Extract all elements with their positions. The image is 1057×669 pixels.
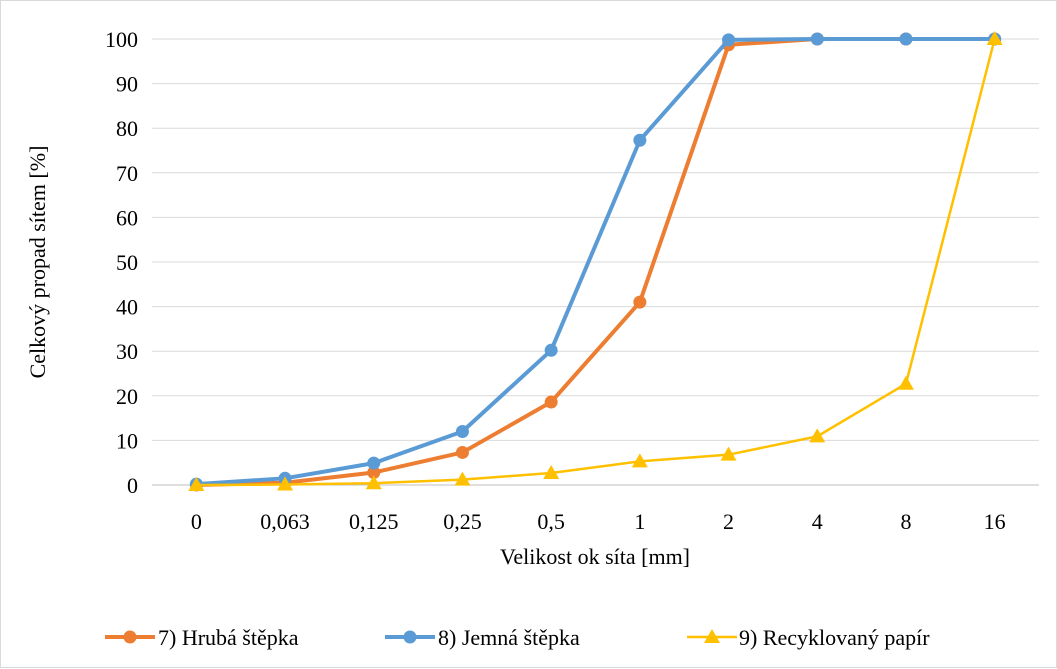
data-point bbox=[899, 32, 913, 46]
series-group bbox=[188, 31, 1003, 492]
data-point bbox=[543, 464, 560, 479]
x-tick-label: 1 bbox=[634, 509, 645, 534]
legend: 7) Hrubá štěpka 8) Jemná štěpka 9) Recyklo… bbox=[105, 625, 930, 650]
data-point bbox=[633, 295, 647, 309]
legend-marker bbox=[403, 630, 417, 644]
x-tick-labels: 0 0,063 0,125 0,25 0,5 1 2 4 8 16 bbox=[191, 509, 1006, 534]
data-point bbox=[810, 32, 824, 46]
y-tick-label: 70 bbox=[116, 161, 138, 186]
data-point bbox=[367, 466, 381, 480]
x-tick-label: 0,063 bbox=[260, 509, 310, 534]
data-point bbox=[277, 476, 294, 491]
y-tick-label: 100 bbox=[105, 27, 138, 52]
legend-label: 7) Hrubá štěpka bbox=[158, 625, 299, 650]
data-point bbox=[544, 343, 558, 357]
data-point bbox=[544, 395, 558, 409]
y-tick-label: 10 bbox=[116, 428, 138, 453]
y-tick-label: 60 bbox=[116, 205, 138, 230]
x-tick-label: 8 bbox=[900, 509, 911, 534]
y-axis-title: Celkový propad sítem [%] bbox=[25, 146, 50, 379]
legend-marker bbox=[123, 630, 137, 644]
x-tick-label: 4 bbox=[812, 509, 823, 534]
x-tick-label: 0,125 bbox=[349, 509, 399, 534]
y-tick-label: 80 bbox=[116, 116, 138, 141]
data-point bbox=[367, 456, 381, 470]
y-tick-label: 50 bbox=[116, 250, 138, 275]
x-tick-label: 0,25 bbox=[443, 509, 482, 534]
x-tick-label: 0,5 bbox=[537, 509, 565, 534]
y-tick-label: 30 bbox=[116, 339, 138, 364]
y-tick-label: 0 bbox=[127, 473, 138, 498]
data-point bbox=[631, 453, 648, 468]
legend-label: 8) Jemná štěpka bbox=[438, 625, 580, 650]
series-line bbox=[196, 37, 995, 487]
legend-marker bbox=[704, 629, 720, 643]
y-tick-labels: 0 10 20 30 40 50 60 70 80 90 100 bbox=[105, 27, 138, 498]
legend-entry: 7) Hrubá štěpka bbox=[105, 625, 299, 650]
legend-label: 9) Recyklovaný papír bbox=[739, 625, 930, 650]
legend-entry: 8) Jemná štěpka bbox=[385, 625, 580, 650]
data-point bbox=[365, 475, 382, 490]
series-line bbox=[196, 38, 996, 487]
data-point bbox=[897, 375, 914, 390]
data-point bbox=[633, 133, 647, 147]
x-tick-label: 2 bbox=[723, 509, 734, 534]
y-tick-label: 20 bbox=[116, 384, 138, 409]
gridlines bbox=[152, 38, 1039, 486]
data-point bbox=[722, 33, 736, 47]
data-point bbox=[454, 471, 471, 486]
series-3 bbox=[188, 31, 1003, 491]
data-point bbox=[809, 428, 826, 443]
data-point bbox=[455, 424, 469, 438]
data-point bbox=[720, 446, 737, 461]
y-tick-label: 40 bbox=[116, 295, 138, 320]
x-tick-label: 16 bbox=[984, 509, 1006, 534]
data-point bbox=[188, 477, 205, 491]
x-axis-title: Velikost ok síta [mm] bbox=[500, 544, 690, 569]
x-tick-label: 0 bbox=[191, 509, 202, 534]
data-point bbox=[455, 445, 469, 459]
data-point bbox=[986, 31, 1003, 45]
legend-entry: 9) Recyklovaný papír bbox=[687, 625, 930, 650]
y-tick-label: 90 bbox=[116, 72, 138, 97]
